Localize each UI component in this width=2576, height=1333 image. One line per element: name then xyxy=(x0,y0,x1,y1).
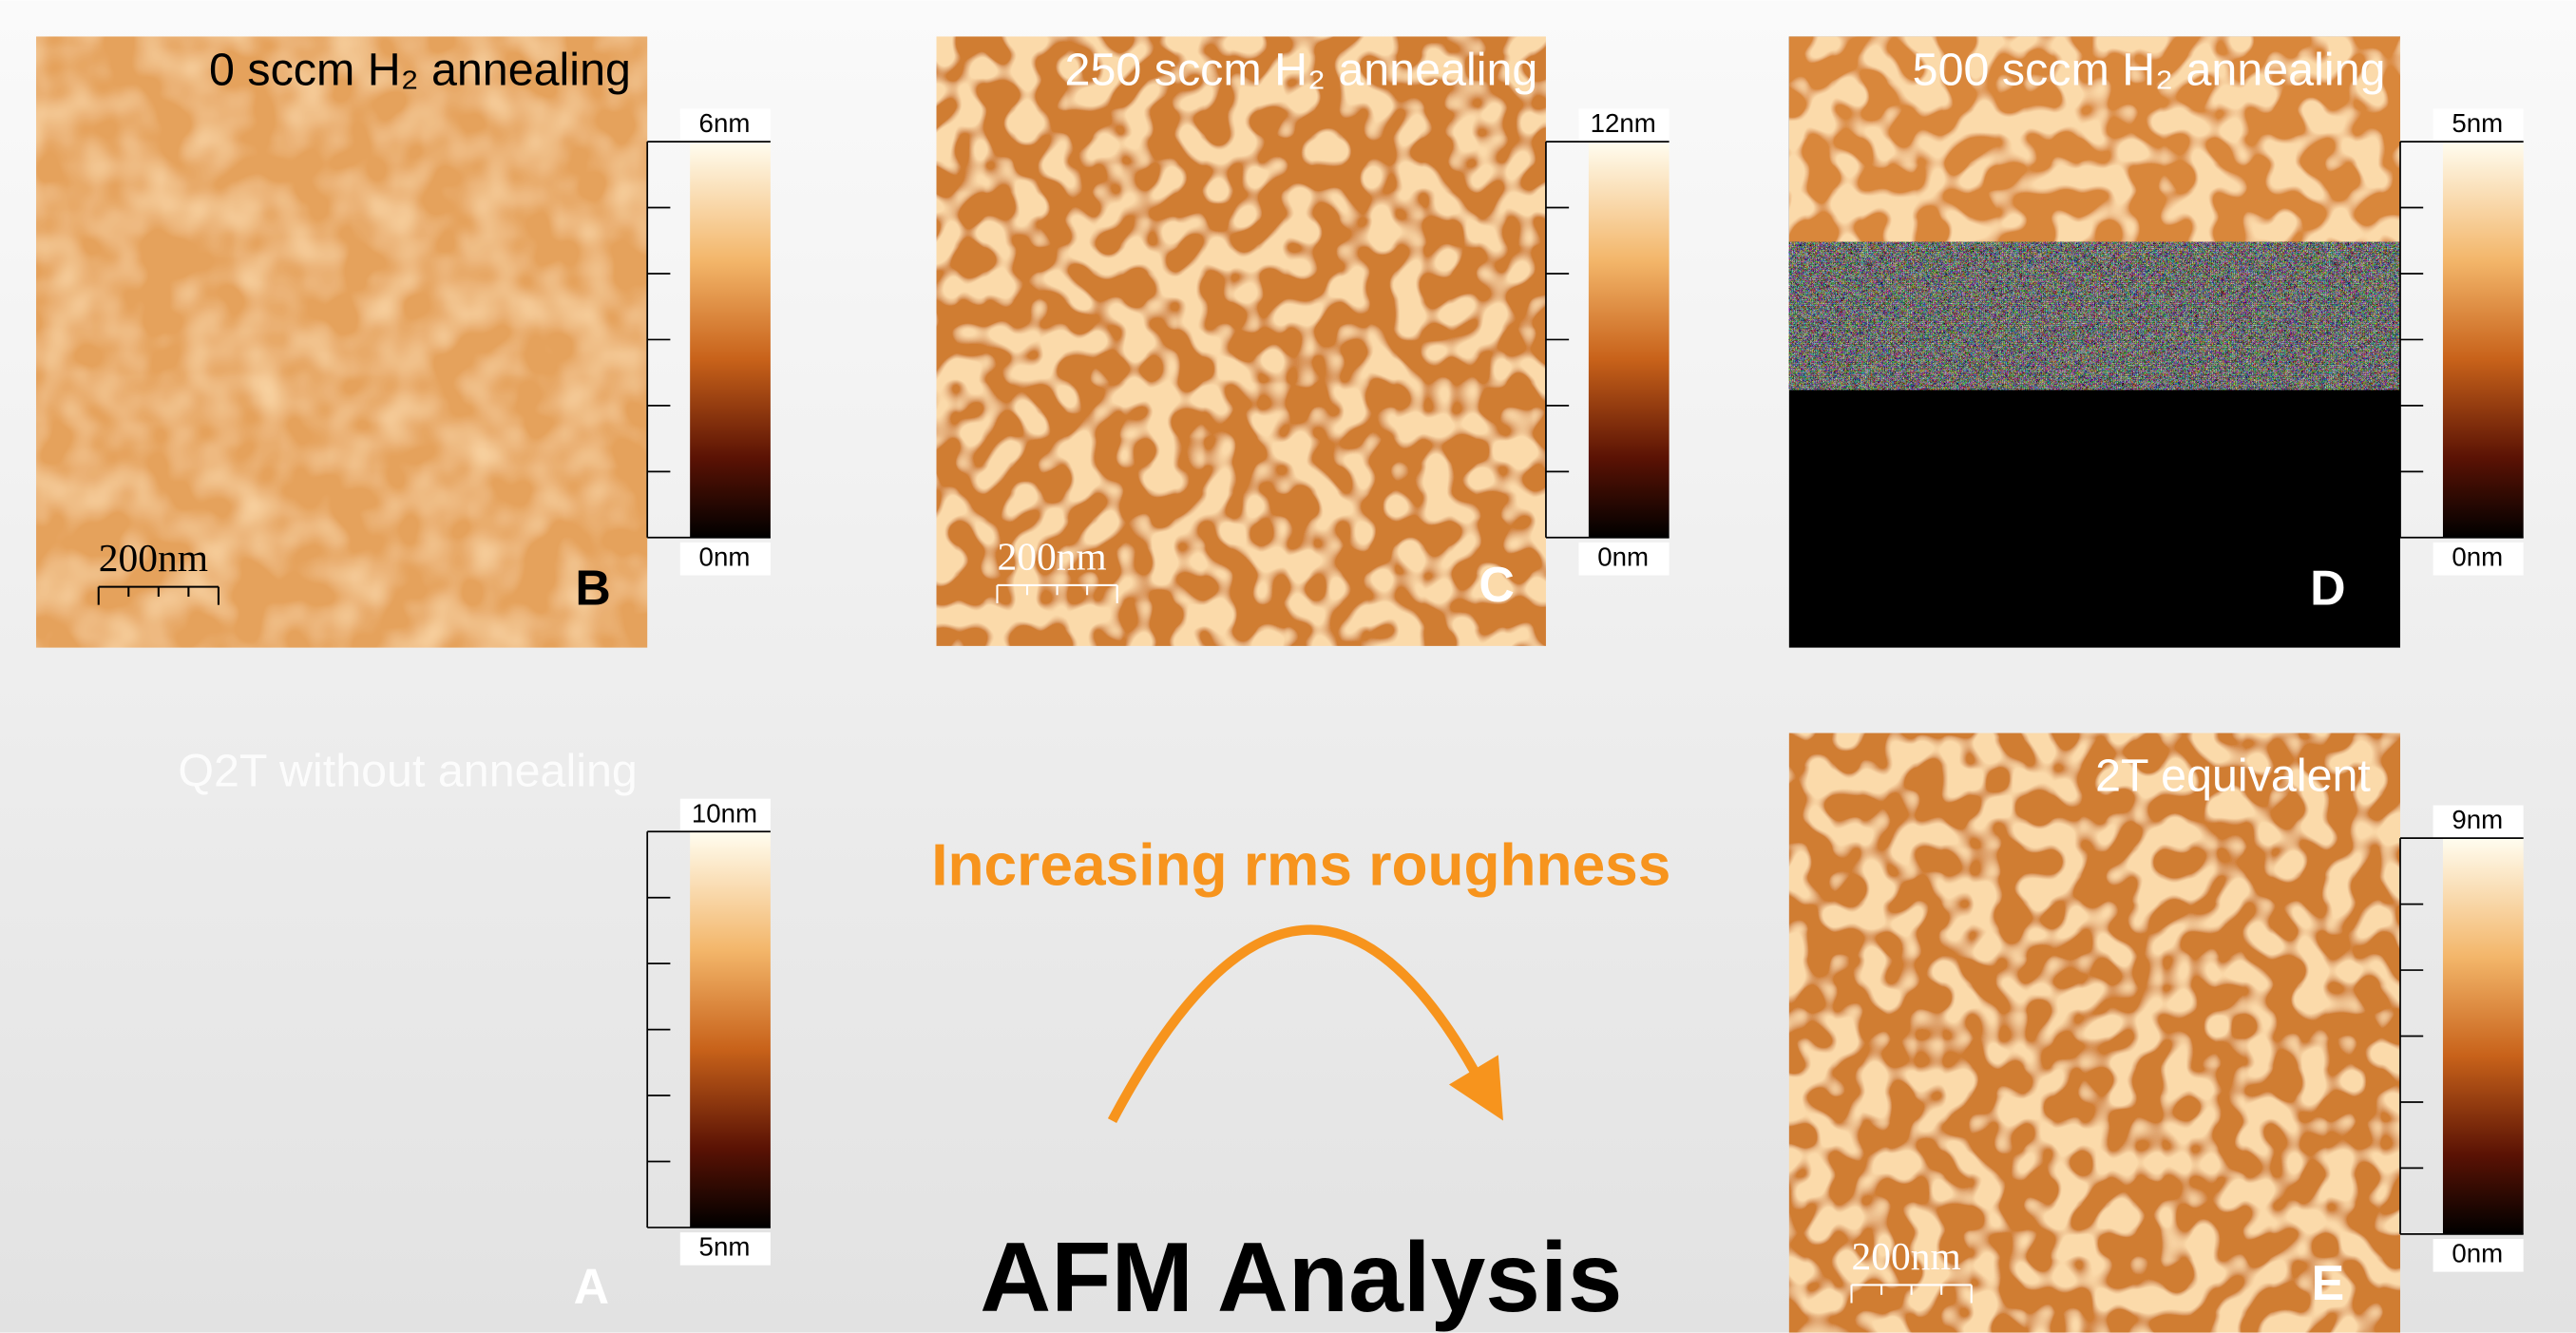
colorbar xyxy=(690,831,771,1228)
heading: AFM Analysis xyxy=(980,1222,1622,1332)
panel-label: E xyxy=(2312,1255,2345,1310)
colorbar-min: 5nm xyxy=(699,1232,751,1262)
panel-title: 250 sccm H₂ annealing xyxy=(1065,44,1538,95)
panel-title: Q2T without annealing xyxy=(178,746,638,797)
colorbar-min: 0nm xyxy=(2452,1239,2503,1268)
colorbar xyxy=(2443,838,2524,1234)
panel-title: 2T equivalent xyxy=(2095,751,2371,802)
colorbar-max: 5nm xyxy=(2452,108,2503,138)
colorbar-min: 0nm xyxy=(2452,543,2503,572)
scale-bar-label: 200nm xyxy=(1852,1234,1961,1278)
colorbar xyxy=(2443,142,2524,538)
slide: 0 sccm H₂ annealing B 200nm 6nm 0nm 250 sccm … xyxy=(0,0,2576,1333)
colorbar-max: 6nm xyxy=(699,108,751,138)
afm-image-noise xyxy=(1789,242,2400,390)
colorbar-max: 9nm xyxy=(2452,805,2503,834)
panel-label: D xyxy=(2310,561,2345,616)
scale-bar-label: 200nm xyxy=(997,534,1106,578)
colorbar xyxy=(690,142,771,538)
colorbar-max: 12nm xyxy=(1591,108,1656,138)
panel-label: A xyxy=(574,1258,609,1313)
colorbar-max: 10nm xyxy=(692,798,757,828)
panel-title: 0 sccm H₂ annealing xyxy=(209,44,631,95)
colorbar xyxy=(1589,142,1670,538)
panel-label: B xyxy=(575,561,610,616)
colorbar-min: 0nm xyxy=(1597,543,1649,572)
trend-label: Increasing rms roughness xyxy=(931,832,1670,898)
panel-label: C xyxy=(1479,557,1514,612)
scale-bar-label: 200nm xyxy=(99,536,208,580)
colorbar-min: 0nm xyxy=(699,543,751,572)
panel-title: 500 sccm H₂ annealing xyxy=(1913,44,2386,95)
